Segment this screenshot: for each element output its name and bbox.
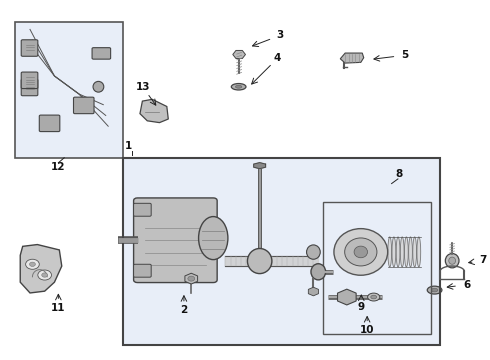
Ellipse shape (354, 246, 368, 258)
FancyBboxPatch shape (21, 72, 38, 89)
Circle shape (25, 259, 39, 269)
Ellipse shape (334, 229, 388, 275)
Bar (323, 202, 431, 334)
Bar (15, 22, 123, 158)
Ellipse shape (417, 237, 421, 267)
Bar (15, 22, 123, 158)
Polygon shape (254, 163, 266, 169)
Ellipse shape (311, 264, 326, 280)
Ellipse shape (431, 288, 438, 292)
Ellipse shape (198, 217, 228, 260)
Text: 9: 9 (358, 302, 365, 312)
Ellipse shape (93, 81, 104, 92)
FancyBboxPatch shape (74, 97, 94, 114)
Bar (123, 158, 441, 345)
Ellipse shape (427, 286, 442, 294)
FancyBboxPatch shape (134, 198, 217, 283)
Circle shape (29, 262, 35, 266)
Ellipse shape (368, 293, 380, 301)
Ellipse shape (247, 248, 272, 274)
FancyBboxPatch shape (134, 264, 151, 277)
Text: 2: 2 (180, 305, 188, 315)
Ellipse shape (404, 237, 408, 267)
Text: 11: 11 (51, 303, 66, 313)
Ellipse shape (231, 84, 246, 90)
Text: 13: 13 (136, 82, 150, 93)
Ellipse shape (445, 253, 459, 268)
Text: 12: 12 (51, 162, 66, 172)
Ellipse shape (388, 237, 392, 267)
Ellipse shape (449, 257, 456, 264)
Text: 1: 1 (124, 141, 132, 151)
Ellipse shape (413, 237, 416, 267)
Polygon shape (140, 99, 168, 123)
Polygon shape (20, 244, 62, 293)
Ellipse shape (396, 237, 400, 267)
Ellipse shape (236, 85, 242, 88)
Ellipse shape (371, 295, 377, 299)
FancyBboxPatch shape (92, 48, 111, 59)
Circle shape (188, 276, 195, 281)
Ellipse shape (344, 238, 377, 266)
Text: 10: 10 (360, 325, 374, 335)
FancyBboxPatch shape (21, 79, 38, 96)
Text: 7: 7 (480, 256, 487, 265)
Text: 8: 8 (395, 169, 403, 179)
Text: 5: 5 (401, 50, 409, 60)
FancyBboxPatch shape (39, 115, 60, 132)
Text: 4: 4 (274, 53, 281, 63)
Ellipse shape (400, 237, 404, 267)
Bar (123, 158, 441, 345)
Text: 3: 3 (276, 30, 284, 40)
Polygon shape (340, 53, 364, 63)
FancyBboxPatch shape (134, 203, 151, 216)
Ellipse shape (392, 237, 396, 267)
Text: 6: 6 (463, 280, 470, 290)
FancyBboxPatch shape (21, 40, 38, 56)
Ellipse shape (409, 237, 413, 267)
Circle shape (38, 270, 51, 280)
Ellipse shape (307, 245, 320, 259)
Circle shape (42, 273, 48, 277)
